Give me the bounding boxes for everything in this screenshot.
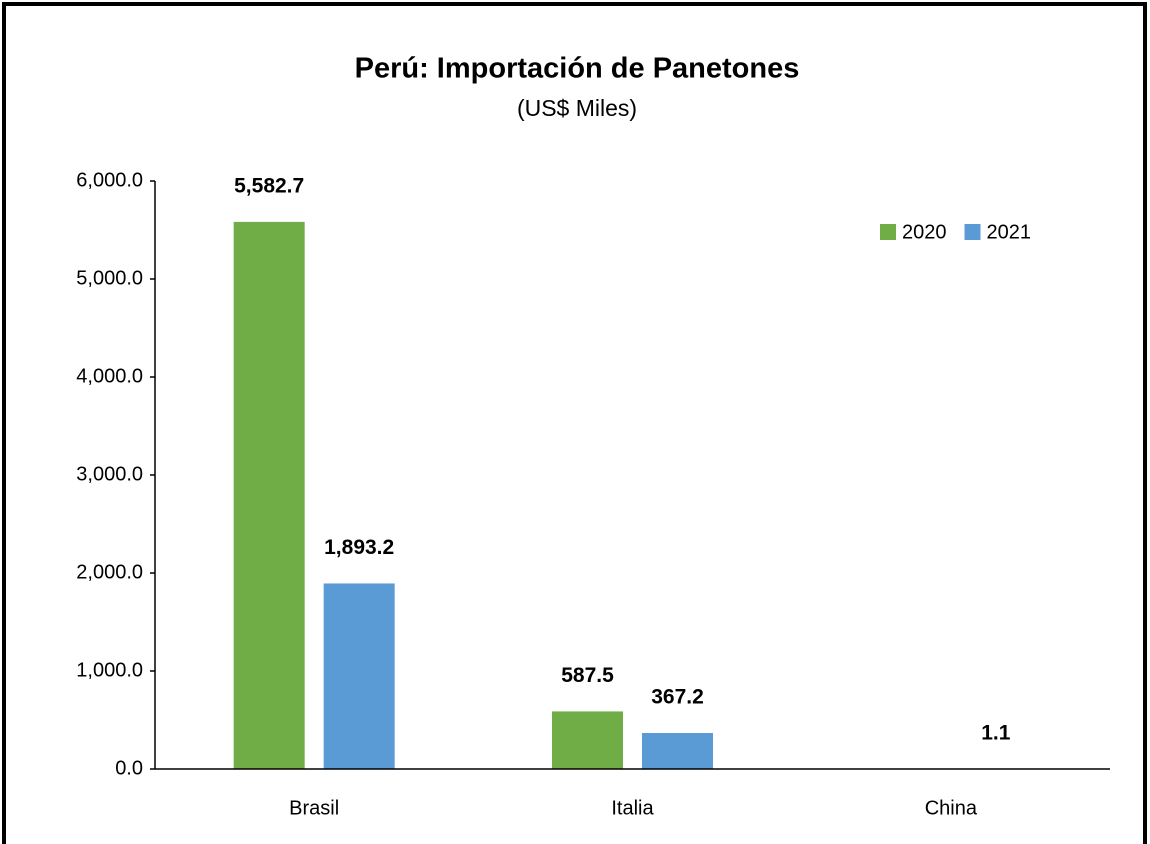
y-tick-label: 0.0 <box>115 757 143 779</box>
y-tick-label: 2,000.0 <box>76 561 143 583</box>
x-tick-label: China <box>925 797 978 819</box>
data-label: 1.1 <box>981 721 1011 744</box>
x-tick-label: Brasil <box>289 797 339 819</box>
y-tick-label: 5,000.0 <box>76 267 143 289</box>
y-tick-label: 6,000.0 <box>76 169 143 191</box>
data-label: 1,893.2 <box>324 536 394 559</box>
y-tick-label: 1,000.0 <box>76 659 143 681</box>
data-label: 367.2 <box>651 686 704 709</box>
bar <box>552 711 623 769</box>
data-label: 587.5 <box>561 664 614 687</box>
bar <box>642 733 713 769</box>
bar <box>323 583 395 769</box>
bar <box>233 221 305 770</box>
x-tick-label: Italia <box>611 797 654 819</box>
y-tick-label: 4,000.0 <box>76 365 143 387</box>
legend-label: 2021 <box>987 221 1032 243</box>
y-tick-label: 3,000.0 <box>76 463 143 485</box>
legend-swatch <box>964 224 981 240</box>
legend-swatch <box>880 224 896 240</box>
chart-title: Perú: Importación de Panetones <box>355 53 800 85</box>
legend-label: 2020 <box>902 221 947 243</box>
chart-subtitle: (US$ Miles) <box>517 95 637 121</box>
data-label: 5,582.7 <box>234 174 304 197</box>
